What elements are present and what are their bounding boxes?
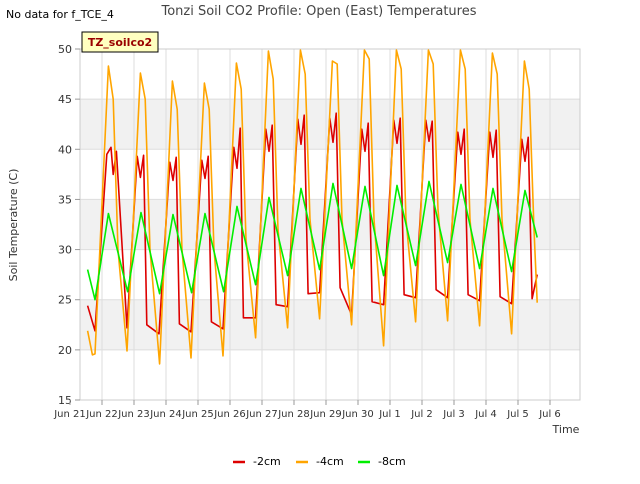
- legend-label: -2cm: [253, 455, 281, 468]
- x-tick-label: Jul 2: [410, 409, 433, 420]
- series-line-8cm: [86, 180, 538, 301]
- plot-frame: [79, 48, 581, 401]
- x-tick-label: Jun 21: [53, 409, 86, 420]
- x-tick-label: Jun 25: [181, 409, 214, 420]
- x-tick-label: Jun 23: [117, 409, 150, 420]
- x-axis-label: Time: [552, 423, 580, 436]
- x-tick-label: Jul 4: [474, 409, 497, 420]
- series-line-4cm: [86, 49, 538, 365]
- x-tick-label: Jul 3: [442, 409, 465, 420]
- no-data-note: No data for f_TCE_4: [6, 8, 114, 21]
- y-tick-label: 20: [58, 344, 72, 357]
- chart-badge-label: TZ_soilco2: [88, 36, 152, 49]
- chart-badge: TZ_soilco2: [81, 31, 159, 53]
- x-tick-label: Jul 6: [538, 409, 561, 420]
- legend-label: -4cm: [316, 455, 344, 468]
- legend-label: -8cm: [378, 455, 406, 468]
- x-tick-label: Jun 30: [341, 409, 374, 420]
- x-tick-label: Jun 24: [149, 409, 182, 420]
- plot-band: [80, 299, 580, 350]
- x-tick-label: Jun 22: [85, 409, 118, 420]
- chart-title: Tonzi Soil CO2 Profile: Open (East) Temp…: [160, 4, 476, 19]
- chart-badge-box: [81, 31, 159, 53]
- x-tick-label: Jun 27: [245, 409, 278, 420]
- y-tick-label: 25: [58, 294, 72, 307]
- y-tick-label: 50: [58, 43, 72, 56]
- y-tick-label: 40: [58, 143, 72, 156]
- y-tick-label: 15: [58, 394, 72, 407]
- y-tick-label: 35: [58, 193, 72, 206]
- y-axis-label: Soil Temperature (C): [7, 169, 20, 282]
- x-tick-label: Jun 26: [213, 409, 246, 420]
- y-tick-label: 30: [58, 244, 72, 257]
- y-tick-label: 45: [58, 93, 72, 106]
- x-tick-label: Jul 1: [378, 409, 401, 420]
- x-tick-label: Jun 28: [277, 409, 310, 420]
- legend: -2cm -4cm -8cm: [233, 455, 406, 468]
- x-tick-label: Jun 29: [309, 409, 342, 420]
- x-tick-label: Jul 5: [506, 409, 529, 420]
